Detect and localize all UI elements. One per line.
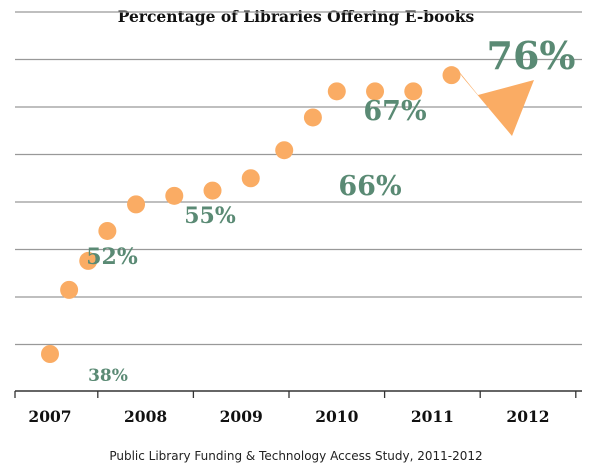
- source-note: Public Library Funding & Technology Acce…: [109, 449, 482, 463]
- data-point: [165, 186, 184, 205]
- x-tick-label: 2011: [411, 407, 454, 426]
- data-point: [203, 181, 222, 200]
- x-tick-label: 2012: [506, 407, 549, 426]
- data-point: [327, 82, 346, 101]
- data-point: [241, 169, 260, 188]
- x-tick-label: 2010: [315, 407, 358, 426]
- data-point: [98, 221, 117, 240]
- data-point: [41, 345, 59, 363]
- x-axis: 2007 2008 2009 2010 2011 2012: [14, 390, 582, 426]
- data-point: [442, 66, 461, 85]
- data-label: 76%: [487, 33, 576, 78]
- data-point: [275, 141, 294, 160]
- x-tick-label: 2009: [220, 407, 263, 426]
- x-tick-label: 2007: [28, 407, 71, 426]
- gridlines: [15, 11, 582, 346]
- data-label: 52%: [86, 244, 138, 270]
- data-point: [366, 82, 385, 101]
- data-label: 38%: [88, 366, 128, 386]
- data-labels: 38% 52% 55% 66% 67% 76%: [86, 33, 575, 386]
- x-tick-label: 2008: [124, 407, 167, 426]
- projection-arrow: [455, 67, 534, 136]
- data-label: 55%: [184, 203, 236, 229]
- data-label: 66%: [338, 171, 401, 202]
- data-point: [303, 108, 322, 127]
- chart-title: Percentage of Libraries Offering E-books: [118, 7, 475, 26]
- data-point: [404, 82, 423, 101]
- data-label: 67%: [363, 96, 426, 127]
- data-point: [79, 251, 98, 270]
- data-point: [127, 195, 146, 214]
- data-point: [60, 280, 79, 299]
- data-points: [41, 66, 534, 363]
